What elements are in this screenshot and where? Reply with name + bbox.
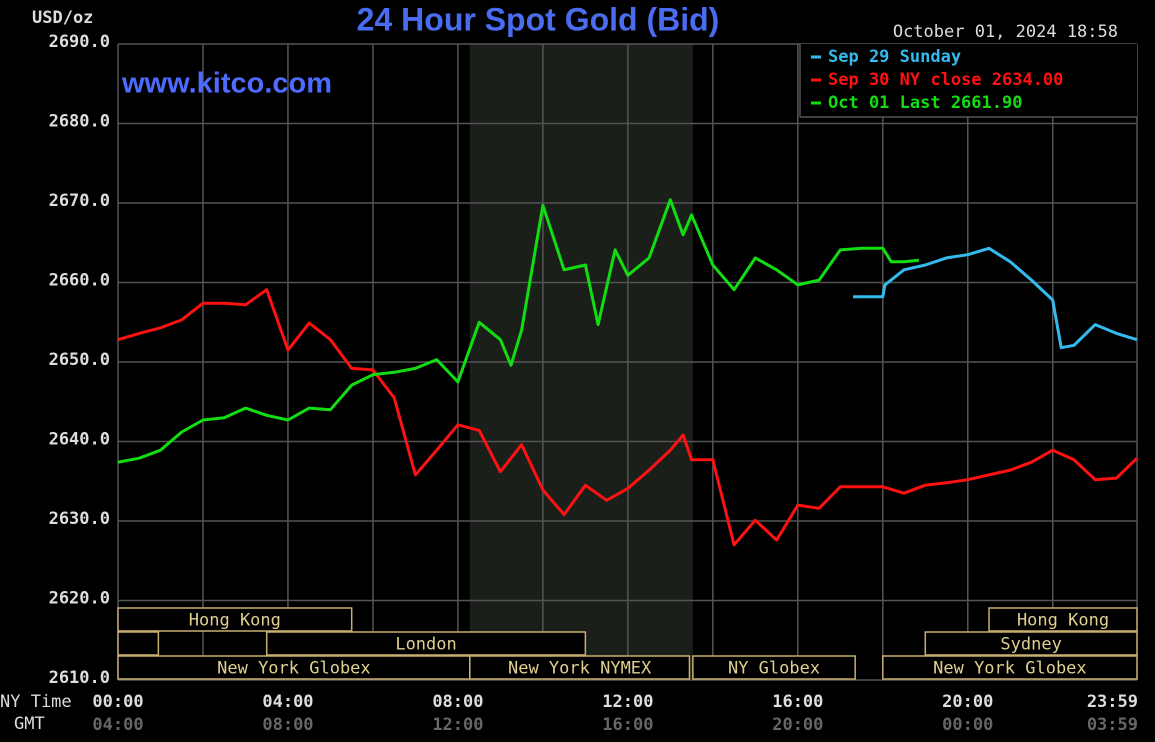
session-label: London — [395, 635, 456, 655]
session-box — [117, 607, 353, 632]
x-tick-label: 12:00 — [602, 692, 653, 712]
x-row-label: GMT — [14, 714, 45, 734]
legend-label: Sep 29 Sunday — [828, 47, 961, 67]
chart-title: 24 Hour Spot Gold (Bid) — [357, 1, 720, 37]
session-box — [117, 631, 160, 656]
session-box — [882, 655, 1138, 680]
y-axis-label: USD/oz — [32, 8, 93, 28]
x-tick-label-gmt: 12:00 — [432, 715, 483, 735]
y-tick-label: 2630.0 — [49, 509, 110, 529]
legend-label: Sep 30 NY close 2634.00 — [828, 70, 1063, 90]
series-line — [117, 198, 920, 464]
plot-area: Hong Kong Hong Kong London Sydney New York G… — [117, 43, 1139, 681]
x-tick-label: 16:00 — [772, 692, 823, 712]
y-tick-label: 2670.0 — [49, 191, 110, 211]
series-line — [853, 246, 1138, 350]
x-tick-label: 23:59 — [1087, 692, 1138, 712]
session-label: New York Globex — [217, 659, 371, 679]
y-tick-label: 2660.0 — [49, 271, 110, 291]
y-tick-label: 2620.0 — [49, 589, 110, 609]
legend-box — [800, 44, 1137, 117]
session-label: Hong Kong — [189, 611, 281, 631]
y-tick-label: 2680.0 — [49, 112, 110, 132]
x-tick-label: 08:00 — [432, 692, 483, 712]
watermark: www.kitco.com — [121, 68, 332, 100]
x-tick-label-gmt: 03:59 — [1087, 715, 1138, 735]
x-tick-label-gmt: 00:00 — [942, 715, 993, 735]
session-box — [265, 631, 587, 656]
y-tick-label: 2650.0 — [49, 350, 110, 370]
x-tick-label: 00:00 — [92, 692, 143, 712]
y-tick-label: 2610.0 — [49, 668, 110, 688]
session-label: Hong Kong — [1017, 611, 1109, 631]
session-label: New York NYMEX — [508, 659, 652, 679]
x-tick-label: 20:00 — [942, 692, 993, 712]
series-line — [117, 288, 1139, 547]
session-box — [924, 631, 1138, 656]
session-label: Sydney — [1000, 635, 1061, 655]
x-tick-label: 04:00 — [262, 692, 313, 712]
legend-label: Oct 01 Last 2661.90 — [828, 93, 1022, 113]
session-label: NY Globex — [728, 659, 820, 679]
y-tick-label: 2640.0 — [49, 430, 110, 450]
session-box — [988, 607, 1138, 632]
x-tick-label-gmt: 04:00 — [92, 715, 143, 735]
y-tick-label: 2690.0 — [49, 32, 110, 52]
session-label: New York Globex — [933, 659, 1087, 679]
session-box — [469, 655, 691, 680]
x-row-label: NY Time — [0, 692, 72, 712]
x-tick-label-gmt: 16:00 — [602, 715, 653, 735]
date: October 01, 2024 18:58 — [893, 22, 1118, 42]
x-tick-label-gmt: 20:00 — [772, 715, 823, 735]
session-box — [692, 655, 856, 680]
x-tick-label-gmt: 08:00 — [262, 715, 313, 735]
